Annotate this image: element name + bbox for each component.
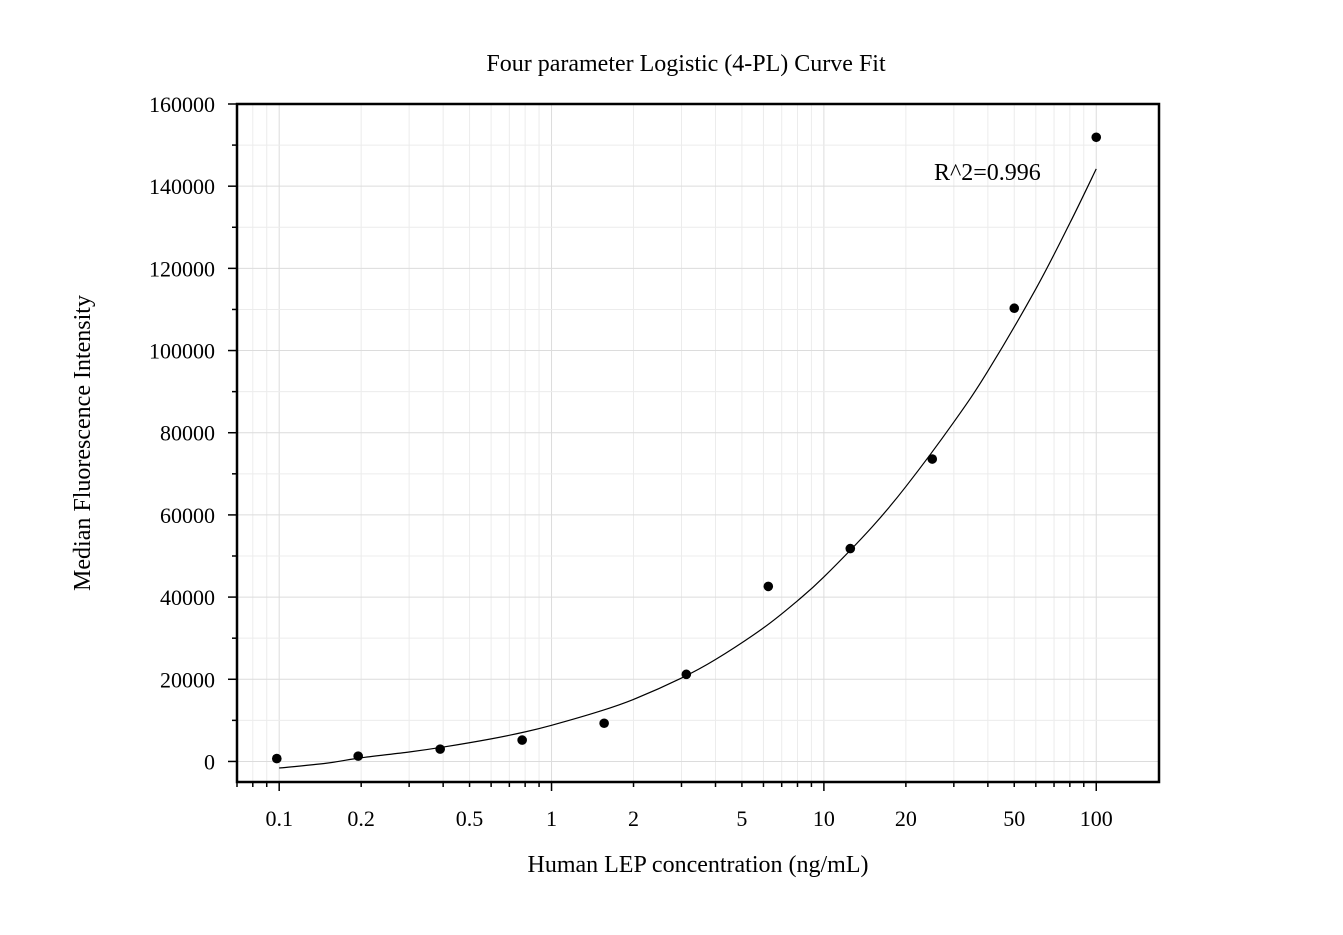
chart-title: Four parameter Logistic (4-PL) Curve Fit — [486, 51, 886, 77]
x-tick-label: 5 — [736, 806, 747, 831]
y-tick-label: 40000 — [160, 585, 215, 610]
y-tick-label: 20000 — [160, 667, 215, 692]
x-tick-label: 10 — [813, 806, 835, 831]
y-tick-label: 120000 — [149, 256, 215, 281]
y-tick-label: 80000 — [160, 421, 215, 446]
x-axis-label: Human LEP concentration (ng/mL) — [527, 852, 868, 878]
data-point — [681, 669, 692, 680]
data-point — [517, 735, 527, 745]
data-point — [435, 744, 445, 754]
r-squared-annotation: R^2=0.996 — [934, 160, 1041, 186]
fit-curve-group — [279, 168, 1097, 769]
x-tick-label: 2 — [628, 806, 639, 831]
data-point — [1009, 303, 1020, 314]
axis-ticks: 0.1 0.2 0.5 1 2 5 10 20 50 100 0 20000 40000 60000 800… — [149, 92, 1113, 831]
x-tick-label: 0.2 — [347, 806, 375, 831]
data-point — [271, 753, 282, 764]
data-point — [353, 751, 363, 761]
x-tick-label: 1 — [546, 806, 557, 831]
data-point — [1091, 132, 1102, 143]
data-points — [271, 132, 1102, 764]
x-tick-label: 50 — [1003, 806, 1025, 831]
x-tick-label: 0.1 — [265, 806, 293, 831]
y-tick-label: 100000 — [149, 339, 215, 364]
y-tick-label: 0 — [204, 749, 215, 774]
y-tick-label: 160000 — [149, 92, 215, 117]
data-point — [845, 543, 856, 554]
x-tick-label: 0.5 — [456, 806, 484, 831]
y-tick-label: 60000 — [160, 503, 215, 528]
plot-frame — [235, 102, 1161, 784]
data-point — [763, 581, 774, 592]
fit-curve — [279, 168, 1097, 769]
y-tick-label: 140000 — [149, 174, 215, 199]
data-point — [927, 454, 938, 464]
grid — [236, 103, 1159, 782]
y-axis-label: Median Fluorescence Intensity — [70, 295, 96, 591]
x-tick-label: 20 — [895, 806, 917, 831]
x-tick-label: 100 — [1080, 806, 1113, 831]
data-point — [599, 718, 609, 729]
